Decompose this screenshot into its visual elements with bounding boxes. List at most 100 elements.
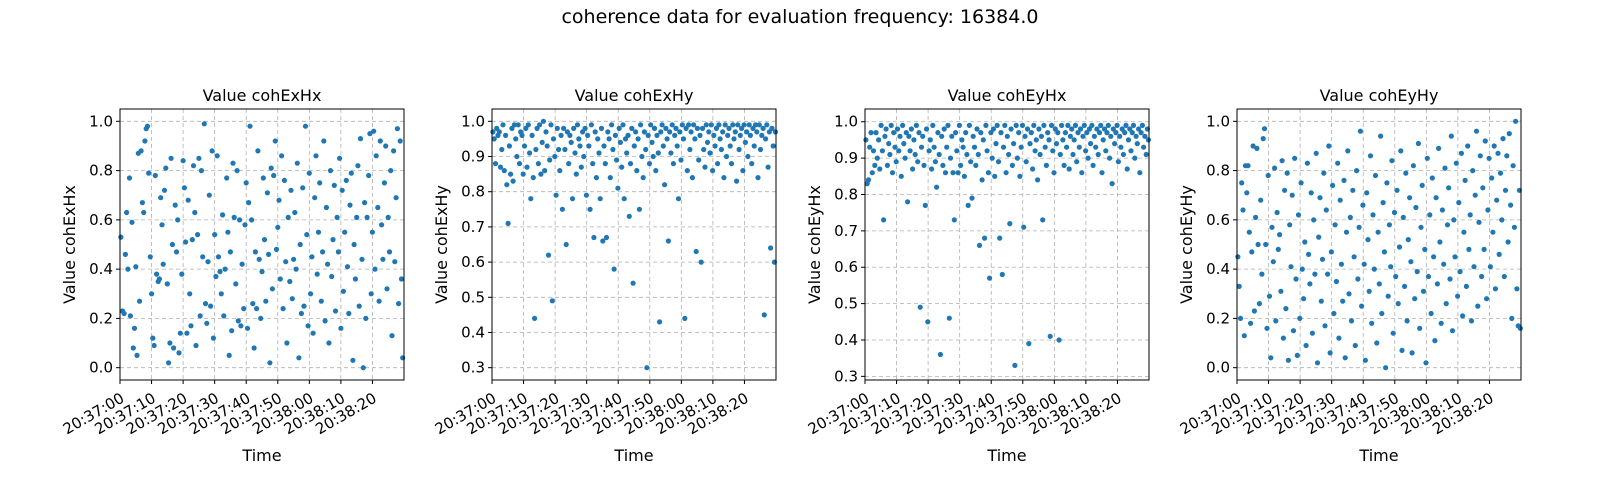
data-point xyxy=(329,273,335,280)
data-point xyxy=(1028,130,1034,136)
data-point xyxy=(605,129,611,135)
data-point xyxy=(1035,177,1041,183)
data-point xyxy=(131,325,138,331)
data-point xyxy=(1319,256,1326,262)
data-point xyxy=(1278,288,1284,294)
data-point xyxy=(1133,133,1139,139)
data-point xyxy=(381,180,387,186)
data-point xyxy=(606,136,612,142)
data-point xyxy=(601,143,607,149)
data-point xyxy=(635,136,641,142)
data-point xyxy=(609,122,615,128)
data-point xyxy=(292,209,298,216)
data-point xyxy=(1012,362,1018,368)
data-point xyxy=(239,261,245,267)
data-point xyxy=(342,229,348,235)
data-point xyxy=(763,136,769,142)
data-point xyxy=(206,192,212,198)
data-point xyxy=(1453,160,1459,166)
data-point xyxy=(1275,246,1281,252)
data-point xyxy=(574,122,581,128)
data-point xyxy=(293,266,299,272)
data-point xyxy=(721,175,727,181)
data-point xyxy=(1467,212,1473,218)
data-point xyxy=(1241,333,1247,339)
data-point xyxy=(1456,200,1462,206)
y-tick-label: 0.2 xyxy=(89,309,113,327)
data-point xyxy=(215,254,222,260)
data-point xyxy=(309,254,315,260)
data-point xyxy=(1437,239,1443,245)
data-point xyxy=(1399,347,1405,353)
data-point xyxy=(544,143,550,149)
data-point xyxy=(1004,133,1010,139)
data-point xyxy=(990,126,997,132)
data-point xyxy=(1383,365,1389,371)
data-point xyxy=(1436,145,1442,151)
data-point xyxy=(905,199,911,205)
y-tick-label: 0.2 xyxy=(1206,309,1230,327)
data-point xyxy=(1475,303,1481,309)
data-point xyxy=(1314,360,1321,366)
data-point xyxy=(1517,325,1523,331)
data-point xyxy=(330,237,336,243)
data-point xyxy=(189,237,195,243)
data-point xyxy=(645,132,651,138)
data-point xyxy=(529,132,535,138)
data-point xyxy=(639,153,645,160)
data-point xyxy=(1497,170,1504,176)
data-point xyxy=(197,313,203,319)
data-point xyxy=(640,175,646,181)
data-point xyxy=(161,187,168,193)
data-point xyxy=(1064,144,1070,150)
data-point xyxy=(1046,137,1052,143)
data-point xyxy=(1263,241,1269,248)
data-point xyxy=(298,310,304,317)
data-point xyxy=(934,184,940,190)
data-point xyxy=(1297,315,1303,321)
data-point xyxy=(1299,266,1305,272)
data-point xyxy=(229,328,235,334)
data-point xyxy=(368,291,374,297)
data-point xyxy=(571,125,577,131)
data-point xyxy=(1272,165,1278,171)
y-tick-label: 0.6 xyxy=(1206,211,1230,229)
x-axis-label: Time xyxy=(986,446,1026,465)
data-point xyxy=(269,286,275,292)
data-point xyxy=(208,303,214,309)
data-point xyxy=(264,190,270,196)
data-point xyxy=(1099,170,1105,176)
data-point xyxy=(180,158,186,164)
x-axis-label: Time xyxy=(1358,446,1398,465)
data-point xyxy=(285,214,291,220)
data-point xyxy=(931,144,937,150)
data-point xyxy=(397,138,403,144)
data-point xyxy=(508,171,514,177)
data-point xyxy=(751,143,757,149)
data-point xyxy=(663,125,669,131)
data-point xyxy=(513,136,519,142)
y-tick-label: 0.8 xyxy=(461,183,485,201)
data-point xyxy=(275,224,281,230)
data-point xyxy=(1318,298,1324,304)
data-point xyxy=(932,159,939,165)
data-point xyxy=(385,214,391,220)
data-point xyxy=(351,241,357,248)
data-point xyxy=(1336,335,1342,341)
data-point xyxy=(563,241,569,248)
data-point xyxy=(867,144,873,150)
data-point xyxy=(1333,278,1339,285)
data-point xyxy=(730,122,736,128)
data-point xyxy=(1060,137,1066,143)
data-point xyxy=(896,148,902,154)
data-point xyxy=(389,333,395,339)
data-point xyxy=(1514,286,1520,292)
data-point xyxy=(521,143,528,149)
data-point xyxy=(354,214,360,220)
data-point xyxy=(1369,320,1375,326)
data-point xyxy=(321,138,327,144)
data-point xyxy=(1424,155,1430,161)
data-point xyxy=(759,132,765,138)
data-point xyxy=(1366,288,1372,294)
data-point xyxy=(897,133,903,139)
